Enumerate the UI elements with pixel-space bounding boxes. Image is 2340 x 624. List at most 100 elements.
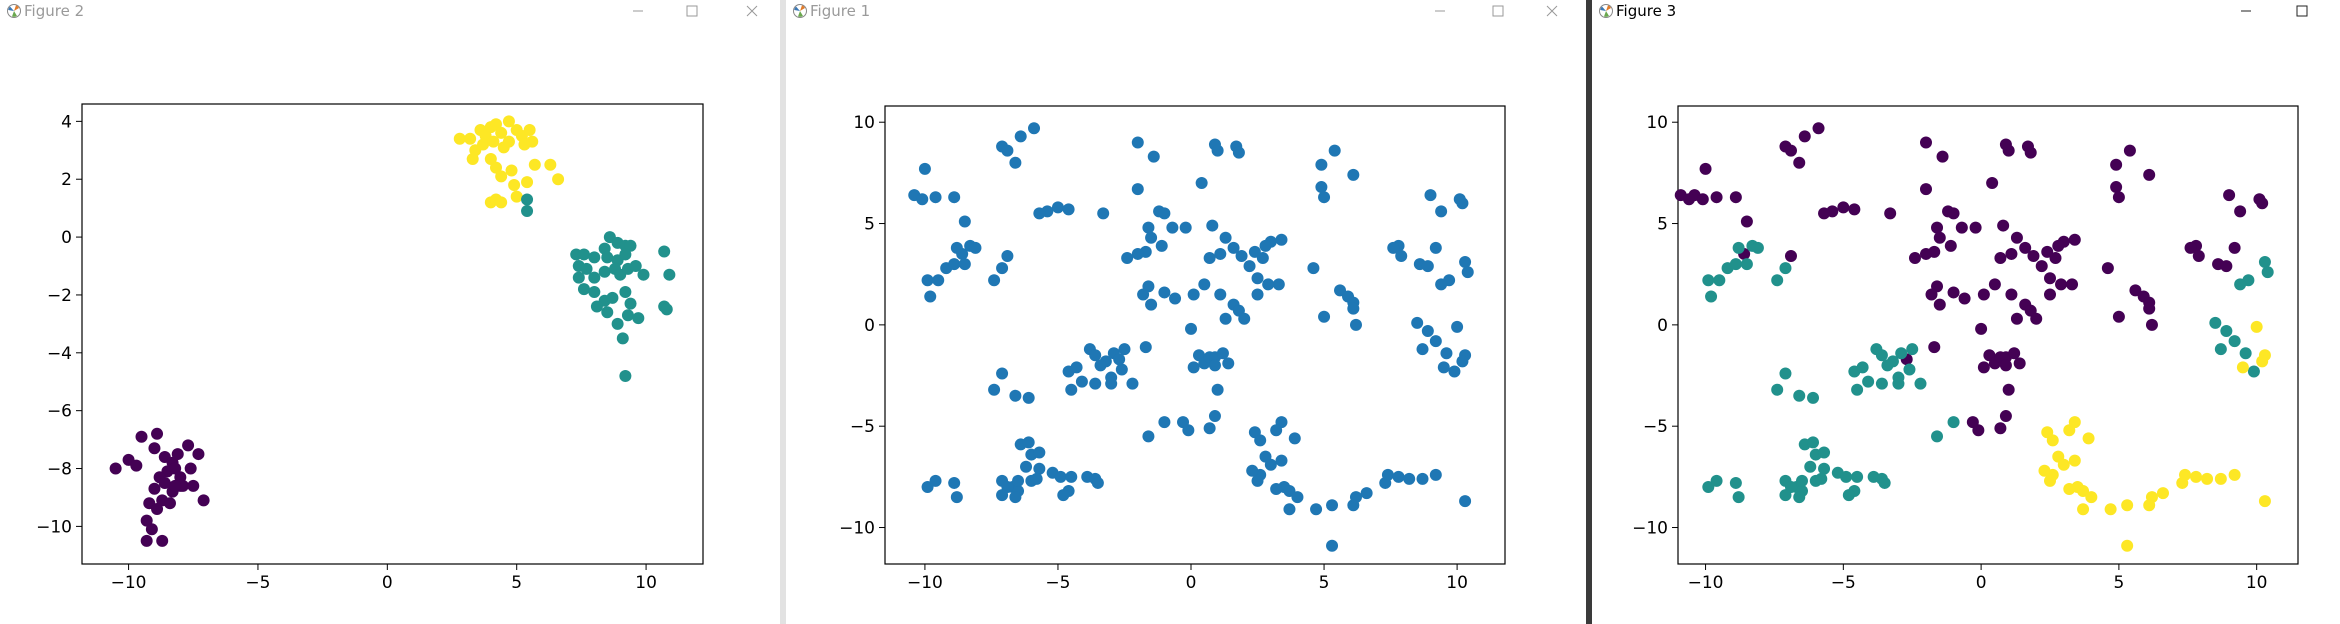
- minimize-icon[interactable]: [628, 1, 648, 21]
- data-point: [1145, 231, 1158, 244]
- data-point: [588, 271, 601, 284]
- data-point: [1807, 436, 1820, 449]
- data-point: [2024, 146, 2037, 159]
- data-point: [1906, 343, 1919, 356]
- data-point: [1947, 207, 1960, 220]
- data-point: [1451, 320, 1464, 333]
- data-point: [502, 115, 515, 128]
- data-point: [140, 514, 153, 527]
- x-tick-label: −10: [111, 573, 147, 593]
- data-point: [1243, 260, 1256, 273]
- y-tick-label: −5: [850, 417, 875, 437]
- data-point: [521, 205, 534, 218]
- data-point: [1881, 359, 1894, 372]
- data-point: [1429, 468, 1442, 481]
- maximize-icon[interactable]: [2292, 1, 2312, 21]
- data-point: [1435, 205, 1448, 218]
- data-point: [1033, 207, 1046, 220]
- matplotlib-logo-icon: [793, 4, 807, 18]
- data-point: [1878, 476, 1891, 489]
- data-point: [171, 448, 184, 461]
- data-point: [1131, 183, 1144, 196]
- data-point: [1062, 203, 1075, 216]
- title-bar[interactable]: Figure 2: [0, 0, 780, 22]
- data-point: [1089, 349, 1102, 362]
- data-point: [1262, 278, 1275, 291]
- data-point: [1182, 424, 1195, 437]
- data-point: [632, 312, 645, 325]
- data-point: [1840, 470, 1853, 483]
- data-point: [2190, 470, 2203, 483]
- data-point: [2209, 316, 2222, 329]
- data-point: [1807, 391, 1820, 404]
- data-point: [2143, 302, 2156, 315]
- title-bar[interactable]: Figure 1: [786, 0, 1586, 22]
- data-point: [1453, 193, 1466, 206]
- data-point: [1283, 503, 1296, 516]
- data-point: [1288, 432, 1301, 445]
- data-point: [1264, 458, 1277, 471]
- data-point: [1411, 316, 1424, 329]
- data-point: [1349, 318, 1362, 331]
- data-point: [1222, 357, 1235, 370]
- data-point: [1920, 247, 1932, 260]
- maximize-icon[interactable]: [682, 1, 702, 21]
- data-point: [1920, 136, 1932, 149]
- minimize-icon[interactable]: [1430, 1, 1450, 21]
- data-point: [1126, 377, 1139, 390]
- close-icon[interactable]: [1542, 1, 1562, 21]
- x-tick-label: −5: [1045, 573, 1070, 593]
- data-point: [1251, 474, 1264, 487]
- data-point: [1416, 472, 1429, 485]
- minimize-icon[interactable]: [2236, 1, 2256, 21]
- figure-1-window: Figure 1 −10 −5 0 5 10 −10 −5 0 5 10: [786, 0, 1586, 624]
- data-point: [2112, 191, 2125, 204]
- data-point: [619, 286, 632, 299]
- data-point: [1227, 241, 1240, 254]
- y-tick-label: 0: [1657, 316, 1668, 336]
- x-tick-label: 10: [635, 573, 657, 593]
- data-point: [2013, 357, 2026, 370]
- data-point: [1988, 278, 2001, 291]
- data-point: [1232, 146, 1245, 159]
- data-point: [1784, 249, 1797, 262]
- data-point: [1259, 239, 1272, 252]
- y-tick-label: −10: [1632, 519, 1668, 539]
- data-point: [1421, 324, 1434, 337]
- data-point: [1779, 367, 1792, 380]
- data-point: [606, 291, 619, 304]
- data-point: [1238, 312, 1251, 325]
- data-point: [2044, 272, 2056, 285]
- data-point: [2250, 320, 2263, 333]
- data-point: [1851, 470, 1864, 483]
- data-point: [1448, 365, 1461, 378]
- close-icon[interactable]: [742, 1, 762, 21]
- data-point: [1947, 286, 1960, 299]
- data-point: [2223, 189, 2236, 202]
- data-point: [1437, 361, 1450, 374]
- data-point: [1065, 470, 1078, 483]
- data-point: [1944, 239, 1957, 252]
- data-point: [948, 258, 961, 271]
- data-point: [2121, 539, 2134, 552]
- maximize-icon[interactable]: [1488, 1, 1508, 21]
- data-point: [1818, 462, 1831, 475]
- data-point: [616, 332, 629, 345]
- data-point: [2214, 343, 2227, 356]
- data-point: [1456, 355, 1469, 368]
- y-tick-label: 5: [1657, 215, 1668, 235]
- data-point: [552, 173, 565, 186]
- data-point: [1702, 274, 1715, 287]
- title-bar[interactable]: Figure 3: [1592, 0, 2340, 22]
- data-point: [1862, 375, 1875, 388]
- window-divider: [780, 0, 786, 624]
- x-tick-label: −5: [245, 573, 270, 593]
- data-point: [929, 474, 942, 487]
- data-point: [2046, 434, 2059, 447]
- data-point: [658, 245, 671, 258]
- data-point: [1931, 221, 1944, 234]
- data-point: [577, 248, 590, 261]
- data-point: [1131, 247, 1144, 260]
- data-point: [1001, 144, 1014, 157]
- data-point: [1986, 177, 1999, 190]
